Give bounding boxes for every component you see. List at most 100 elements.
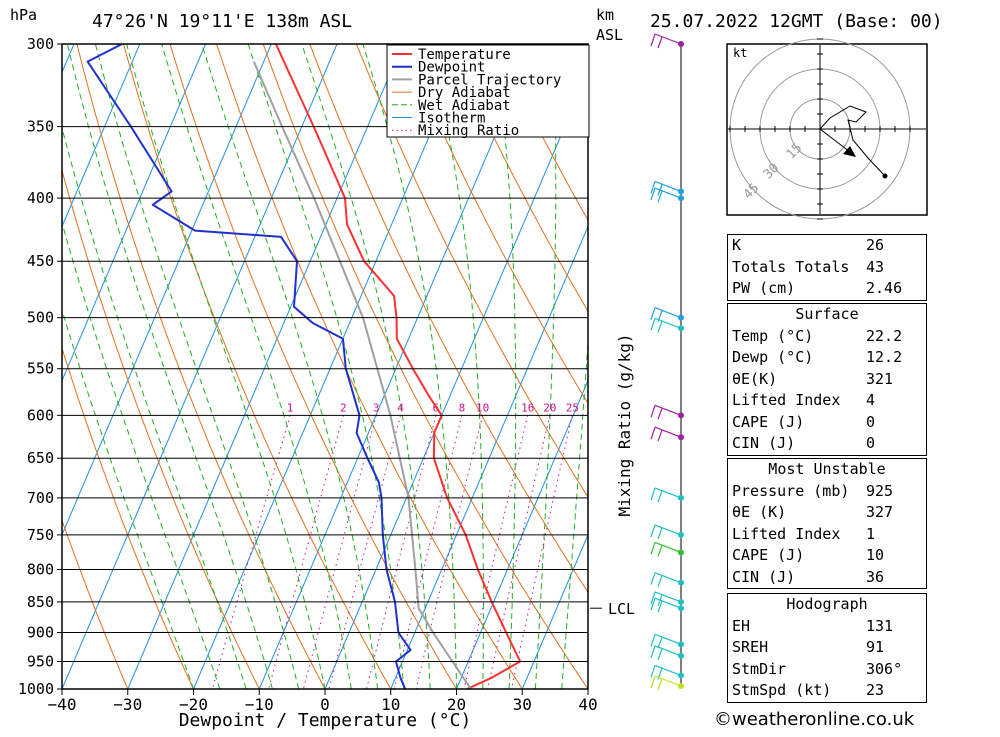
temp-tick-label: −30 <box>113 695 142 714</box>
wind-barb-flag <box>657 637 663 649</box>
row-label: Lifted Index <box>732 524 841 543</box>
row-label: θE(K) <box>732 369 778 388</box>
pressure-unit-label: hPa <box>10 6 37 24</box>
row-label: EH <box>732 616 751 635</box>
asl-label: ASL <box>596 26 623 44</box>
hodograph-table: Hodograph EH 131 SREH 91 StmDir 306° StmSpd (k… <box>727 593 927 703</box>
wind-barb-flag <box>657 408 663 420</box>
row-label: Lifted Index <box>732 391 841 409</box>
mixing-ratio-label: 20 <box>543 401 556 414</box>
temp-tick-label: 10 <box>381 695 400 714</box>
row-value: 925 <box>866 481 894 500</box>
row-label: CAPE (J) <box>732 412 805 431</box>
wind-barb-flag <box>650 524 656 538</box>
row-value: 36 <box>866 567 885 586</box>
row-value: 23 <box>866 681 885 699</box>
pressure-tick-label: 950 <box>27 653 54 671</box>
wind-barb-flag <box>650 542 656 555</box>
location-label: 47°26'N 19°11'E 138m ASL <box>92 11 352 32</box>
index-totals: Totals Totals 43 <box>732 257 885 276</box>
wind-barb-flag <box>650 33 656 47</box>
mixing-ratio-label: 1 <box>287 401 294 414</box>
wind-profile <box>650 33 684 691</box>
wind-barb <box>654 404 682 416</box>
wind-barb-flag <box>657 648 663 661</box>
wet-adiabat-line <box>247 44 405 689</box>
hodograph-trace <box>819 105 886 177</box>
surface-row: Dewp (°C) 12.2 <box>728 347 926 369</box>
wind-barb-flag <box>650 598 656 611</box>
mixing-ratio-label: 10 <box>476 401 489 414</box>
pressure-tick-label: 650 <box>27 449 54 467</box>
row-label: StmSpd (kt) <box>732 681 832 699</box>
mixing-ratio-label: 3 <box>373 401 380 414</box>
surface-row: Temp (°C) 22.2 <box>728 326 926 348</box>
storm-motion-arrow <box>843 146 856 157</box>
wind-barb <box>654 426 682 438</box>
wind-barb-flag <box>650 181 656 194</box>
most-unstable-row: Lifted Index 1 <box>728 524 926 546</box>
row-label: CIN (J) <box>732 567 796 586</box>
index-k: K 26 <box>732 236 885 254</box>
row-value: 22.2 <box>866 326 903 345</box>
dry-adiabat-line <box>62 168 260 689</box>
dry-adiabat-line <box>449 44 588 313</box>
most-unstable-table: Most Unstable Pressure (mb) 925 θE (K) 327 L… <box>727 458 927 589</box>
dry-adiabat-line <box>916 44 1000 689</box>
wind-barb-flag <box>650 307 656 320</box>
pressure-tick-label: 850 <box>27 593 54 611</box>
mixing-ratio-label: 8 <box>459 401 466 414</box>
wind-barb <box>654 33 682 45</box>
wet-adiabat-line <box>201 44 379 689</box>
wind-barb-flag <box>657 575 663 587</box>
row-value: 306° <box>866 659 903 678</box>
mixing-ratio-line <box>366 415 437 689</box>
parcel-trajectory-line <box>252 61 472 689</box>
mixing-ratio-line <box>211 415 291 689</box>
wind-barb <box>654 487 682 499</box>
isotherm-line <box>0 44 8 689</box>
wind-barb <box>654 541 682 554</box>
mixing-ratio-label: 25 <box>566 401 579 414</box>
temp-tick-label: −20 <box>179 695 208 714</box>
wind-barb-flag <box>650 675 656 689</box>
most-unstable-row: CIN (J) 36 <box>728 567 926 589</box>
wind-barb <box>654 645 682 657</box>
mixing-ratio-line <box>268 415 344 689</box>
indices-table: K 26 Totals Totals 43 PW (cm) 2.46 <box>727 234 927 301</box>
row-value: 321 <box>866 369 894 388</box>
temperature-line <box>274 44 522 689</box>
wind-barb <box>654 307 682 319</box>
wind-barb-flag <box>650 487 656 501</box>
isotherm-line <box>258 44 535 689</box>
row-value: 0 <box>866 434 876 452</box>
surface-row: θE(K) 321 <box>728 369 926 391</box>
pressure-tick-label: 400 <box>27 189 54 207</box>
wind-barb <box>654 524 682 536</box>
temp-tick-label: 20 <box>447 695 466 714</box>
wind-barb <box>654 180 682 192</box>
mixing-ratio-label: 16 <box>521 401 534 414</box>
wet-adiabat-line <box>428 44 484 689</box>
mixing-ratio-line <box>487 415 551 689</box>
pressure-tick-label: 900 <box>27 624 54 642</box>
wind-barb-flag <box>650 405 656 418</box>
mixing-ratio-label: 4 <box>397 401 404 414</box>
storm-motion-vector <box>819 128 851 153</box>
wind-barb-flag <box>650 634 656 647</box>
hodograph-end-dot <box>882 173 888 179</box>
hodograph-table-row: EH 131 <box>728 616 926 638</box>
isotherm-line <box>62 44 141 228</box>
row-value: 10 <box>866 546 885 564</box>
mixing-ratio-line <box>511 415 573 689</box>
pressure-tick-label: 1000 <box>18 680 54 698</box>
isotherm-line <box>127 44 404 689</box>
temp-tick-label: 40 <box>578 695 597 714</box>
wind-barb-flag <box>657 527 663 540</box>
wind-barb <box>654 633 682 645</box>
legend-label: Parcel Trajectory <box>418 72 561 88</box>
